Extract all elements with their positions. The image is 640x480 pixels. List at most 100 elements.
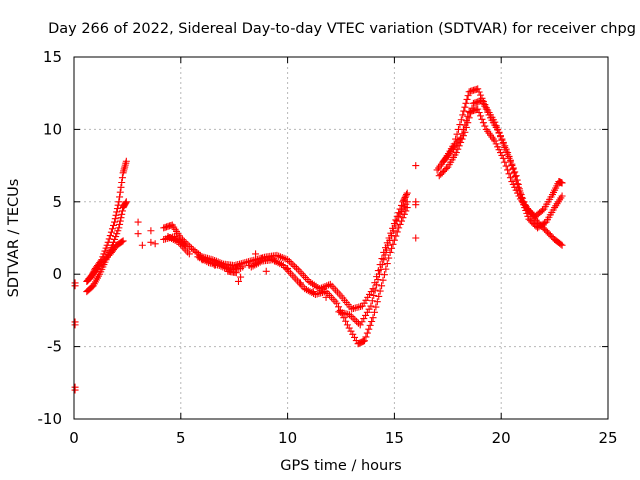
track-b-point xyxy=(113,230,121,238)
isolated-point xyxy=(412,234,420,242)
track-c-point xyxy=(349,314,357,322)
track-b-point xyxy=(345,324,353,332)
track-d-point xyxy=(462,99,470,107)
track-a-point xyxy=(116,188,124,196)
track-d-point xyxy=(558,179,566,187)
track-b-point xyxy=(347,327,355,335)
track-b-point xyxy=(388,244,396,252)
track-b-point xyxy=(372,303,380,311)
track-b-point xyxy=(219,263,227,271)
track-f-point xyxy=(512,186,520,194)
track-f-point xyxy=(498,151,506,159)
track-c-point xyxy=(368,297,376,305)
track-d-point xyxy=(459,111,467,119)
track-b-point xyxy=(197,255,205,263)
track-a-point xyxy=(287,259,295,267)
track-b-point xyxy=(256,258,264,266)
track-e-point xyxy=(506,156,514,164)
track-b-point xyxy=(379,276,387,284)
track-a-point xyxy=(113,205,121,213)
track-c-point xyxy=(365,305,373,313)
track-a-point xyxy=(321,283,329,291)
track-a-point xyxy=(118,178,126,186)
track-a-point xyxy=(107,228,115,236)
track-c-point xyxy=(322,293,330,301)
track-a-point xyxy=(275,252,283,260)
track-f-point xyxy=(458,130,466,138)
track-a-point xyxy=(365,290,373,298)
track-f-point xyxy=(457,134,465,142)
track-b-point xyxy=(351,333,359,341)
track-d-point xyxy=(464,92,472,100)
track-b-point xyxy=(375,292,383,300)
isolated-point xyxy=(412,201,420,209)
track-b-point xyxy=(194,253,202,261)
track-a-point xyxy=(316,285,324,293)
track-a-point xyxy=(309,280,317,288)
track-a-point xyxy=(280,254,288,262)
track-b-point xyxy=(116,217,124,225)
track-b-point xyxy=(369,314,377,322)
track-f-point xyxy=(511,183,519,191)
track-a-point xyxy=(147,227,155,235)
track-b-point xyxy=(217,262,225,270)
track-c-point xyxy=(378,261,386,269)
track-c-point xyxy=(381,251,389,259)
track-e-point xyxy=(513,176,521,184)
track-a-point xyxy=(305,277,313,285)
track-f-point xyxy=(508,178,516,186)
track-e-point xyxy=(479,99,487,107)
track-e-point xyxy=(558,192,566,200)
track-c-point xyxy=(166,234,174,242)
track-e-point xyxy=(512,172,520,180)
track-c-point xyxy=(375,270,383,278)
track-a-point xyxy=(112,211,120,219)
track-e-point xyxy=(501,142,509,150)
track-c-point xyxy=(351,316,359,324)
track-b-point xyxy=(393,228,401,236)
track-e-point xyxy=(482,105,490,113)
track-f-point xyxy=(499,154,507,162)
track-a-point xyxy=(392,216,400,224)
track-a-point xyxy=(189,246,197,254)
track-f-point xyxy=(504,166,512,174)
track-c-point xyxy=(362,311,370,319)
track-a-point xyxy=(187,244,195,252)
plot-frame xyxy=(73,56,609,420)
track-c-point xyxy=(271,257,279,265)
track-c-point xyxy=(363,308,371,316)
track-c-point xyxy=(354,319,362,327)
x-axis-label: GPS time / hours xyxy=(280,458,401,474)
track-a-point xyxy=(117,183,125,191)
track-a-point xyxy=(307,279,315,287)
track-f-point xyxy=(505,170,513,178)
track-e-point xyxy=(495,128,503,136)
track-b-point xyxy=(253,260,261,268)
track-a-point xyxy=(400,196,408,204)
track-b-point xyxy=(115,224,123,232)
track-b-point xyxy=(376,287,384,295)
track-f-point xyxy=(474,105,482,113)
track-a-point xyxy=(378,255,386,263)
track-a-point xyxy=(113,208,121,216)
track-c-point xyxy=(245,262,253,270)
track-e-point xyxy=(481,102,489,110)
track-c-point xyxy=(358,318,366,326)
track-b-point xyxy=(333,299,341,307)
isolated-point xyxy=(71,282,79,290)
track-b-point xyxy=(308,289,316,297)
track-e-point xyxy=(452,149,460,157)
track-e-point xyxy=(504,149,512,157)
track-a-point xyxy=(325,281,333,289)
track-c-point xyxy=(370,291,378,299)
track-a-point xyxy=(134,218,142,226)
track-a-point xyxy=(364,293,372,301)
track-c-point xyxy=(119,237,127,245)
track-c-point xyxy=(211,262,219,270)
track-f-point xyxy=(478,115,486,123)
track-c-point xyxy=(164,233,172,241)
track-e-point xyxy=(499,138,507,146)
track-b-point xyxy=(111,235,119,243)
track-c-point xyxy=(386,236,394,244)
track-c-point xyxy=(388,232,396,240)
